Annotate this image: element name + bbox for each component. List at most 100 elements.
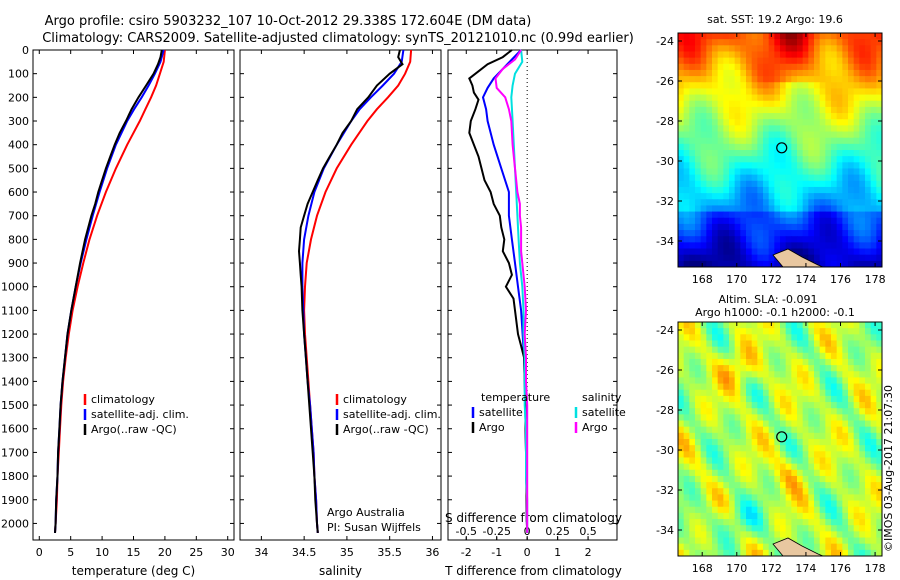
map-cell	[757, 174, 764, 182]
map-cell	[706, 322, 713, 329]
map-cell	[706, 205, 713, 213]
map-cell	[729, 45, 736, 53]
map-cell	[780, 395, 787, 403]
map-cell	[780, 217, 787, 225]
map-cell	[734, 389, 741, 397]
map-cell	[870, 482, 877, 489]
map-cell	[706, 346, 713, 354]
map-cell	[842, 131, 849, 139]
map-cell	[751, 328, 758, 335]
map-cell	[791, 371, 798, 379]
map-cell	[780, 88, 787, 96]
map-cell	[802, 506, 809, 514]
map-cell	[751, 39, 758, 46]
map-cell	[695, 549, 702, 556]
map-cell	[768, 512, 775, 520]
y-tick-label: -28	[656, 115, 674, 128]
map-cell	[836, 352, 843, 360]
map-cell	[853, 88, 860, 96]
map-cell	[836, 328, 843, 335]
map-cell	[859, 260, 866, 267]
map-cell	[729, 143, 736, 151]
map-cell	[723, 82, 730, 90]
map-cell	[865, 131, 872, 139]
map-cell	[842, 199, 849, 207]
map-cell	[706, 395, 713, 403]
map-cell	[853, 334, 860, 342]
map-cell	[831, 119, 838, 126]
map-cell	[700, 340, 707, 348]
map-cell	[695, 377, 702, 385]
map-cell	[814, 371, 821, 379]
map-cell	[678, 230, 685, 237]
map-cell	[814, 236, 821, 243]
map-cell	[825, 150, 832, 157]
map-cell	[791, 432, 798, 440]
map-cell	[757, 205, 764, 213]
map-cell	[717, 186, 724, 194]
map-cell	[751, 408, 758, 415]
map-cell	[678, 45, 685, 53]
map-cell	[797, 383, 804, 391]
map-cell	[717, 519, 724, 526]
map-cell	[797, 445, 804, 452]
map-cell	[865, 248, 872, 256]
map-cell	[768, 352, 775, 360]
map-cell	[859, 543, 866, 551]
map-cell	[751, 340, 758, 348]
map-cell	[757, 383, 764, 391]
map-cell	[763, 254, 770, 262]
map-cell	[870, 223, 877, 231]
map-cell	[842, 94, 849, 102]
map-cell	[848, 383, 855, 391]
map-cell	[695, 193, 702, 200]
map-cell	[695, 88, 702, 96]
map-cell	[785, 57, 792, 65]
map-cell	[746, 488, 753, 496]
map-cell	[706, 506, 713, 514]
figure-title-line1: Argo profile: csiro 5903232_107 10-Oct-2…	[45, 14, 532, 29]
map-cell	[723, 328, 730, 335]
map-cell	[774, 57, 781, 65]
map-cell	[683, 531, 690, 539]
legend-entry: Argo(..raw -QC)	[91, 423, 177, 436]
map-cell	[763, 432, 770, 440]
map-cell	[723, 45, 730, 53]
map-cell	[814, 334, 821, 342]
map-cell	[842, 69, 849, 77]
map-cell	[734, 451, 741, 459]
map-cell	[853, 137, 860, 145]
map-cell	[740, 125, 747, 133]
map-cell	[814, 512, 821, 520]
map-cell	[870, 205, 877, 213]
map-cell	[746, 88, 753, 96]
map-cell	[859, 371, 866, 379]
map-cell	[774, 402, 781, 409]
map-cell	[757, 506, 764, 514]
map-cell	[842, 494, 849, 502]
map-cell	[831, 82, 838, 90]
map-cell	[802, 82, 809, 90]
map-cell	[763, 346, 770, 354]
map-cell	[689, 439, 696, 446]
map-cell	[870, 69, 877, 77]
map-cell	[706, 76, 713, 83]
y-tick-label: -30	[656, 155, 674, 168]
map-cell	[734, 242, 741, 250]
map-cell	[723, 383, 730, 391]
map-cell	[865, 186, 872, 194]
map-cell	[734, 377, 741, 385]
map-cell	[763, 217, 770, 225]
map-cell	[831, 414, 838, 422]
map-cell	[734, 39, 741, 46]
map-cell	[814, 242, 821, 250]
map-cell	[751, 150, 758, 157]
map-cell	[780, 51, 787, 59]
map-cell	[757, 352, 764, 360]
map-cell	[683, 322, 690, 329]
map-cell	[780, 377, 787, 385]
map-cell	[729, 525, 736, 532]
map-cell	[859, 506, 866, 514]
map-cell	[808, 106, 815, 114]
map-cell	[723, 389, 730, 397]
